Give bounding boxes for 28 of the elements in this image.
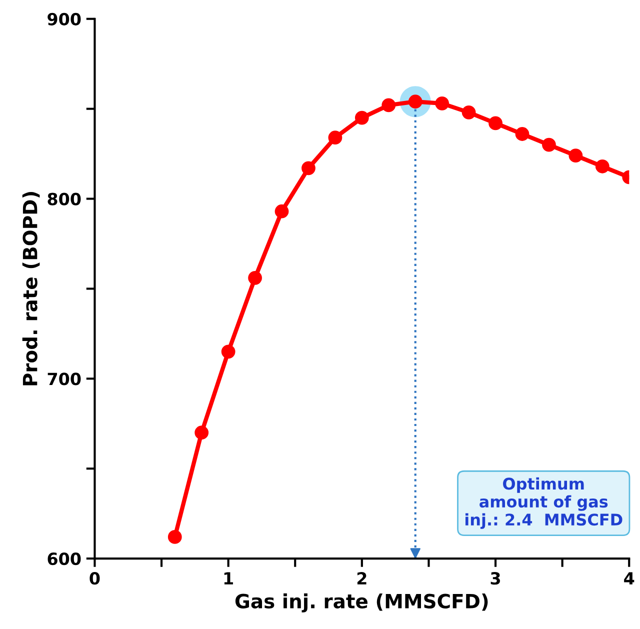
point bbox=[435, 96, 450, 110]
point bbox=[248, 270, 262, 285]
x-tick-label: 2 bbox=[357, 572, 366, 584]
y-tick-label: 700 bbox=[48, 372, 81, 386]
point bbox=[302, 161, 316, 176]
point bbox=[488, 116, 502, 130]
x-tick-label: 1 bbox=[224, 572, 233, 584]
point bbox=[542, 138, 556, 152]
point bbox=[194, 426, 209, 440]
point bbox=[354, 110, 369, 125]
x-tick-label: 3 bbox=[490, 572, 500, 585]
y-tick-label: 800 bbox=[48, 192, 81, 206]
x-tick-label: 0 bbox=[90, 572, 100, 585]
y-tick-label: 900 bbox=[48, 12, 81, 26]
x-axis-title: Gas inj. rate (MMSCFD) bbox=[235, 593, 488, 612]
x-tick-label: 4 bbox=[624, 572, 634, 584]
point bbox=[568, 148, 583, 163]
point bbox=[515, 127, 530, 141]
point bbox=[382, 98, 396, 112]
point bbox=[221, 344, 236, 359]
annotation: Optimum amount of gas inj.: 2.4 MMSCFD bbox=[465, 477, 622, 529]
point bbox=[168, 530, 182, 544]
y-axis-title: Prod. rate (BOPD) bbox=[22, 192, 40, 386]
point bbox=[328, 130, 342, 145]
point bbox=[462, 105, 476, 120]
y-tick-label: 600 bbox=[48, 552, 81, 566]
point bbox=[595, 159, 610, 174]
point bbox=[274, 204, 289, 218]
